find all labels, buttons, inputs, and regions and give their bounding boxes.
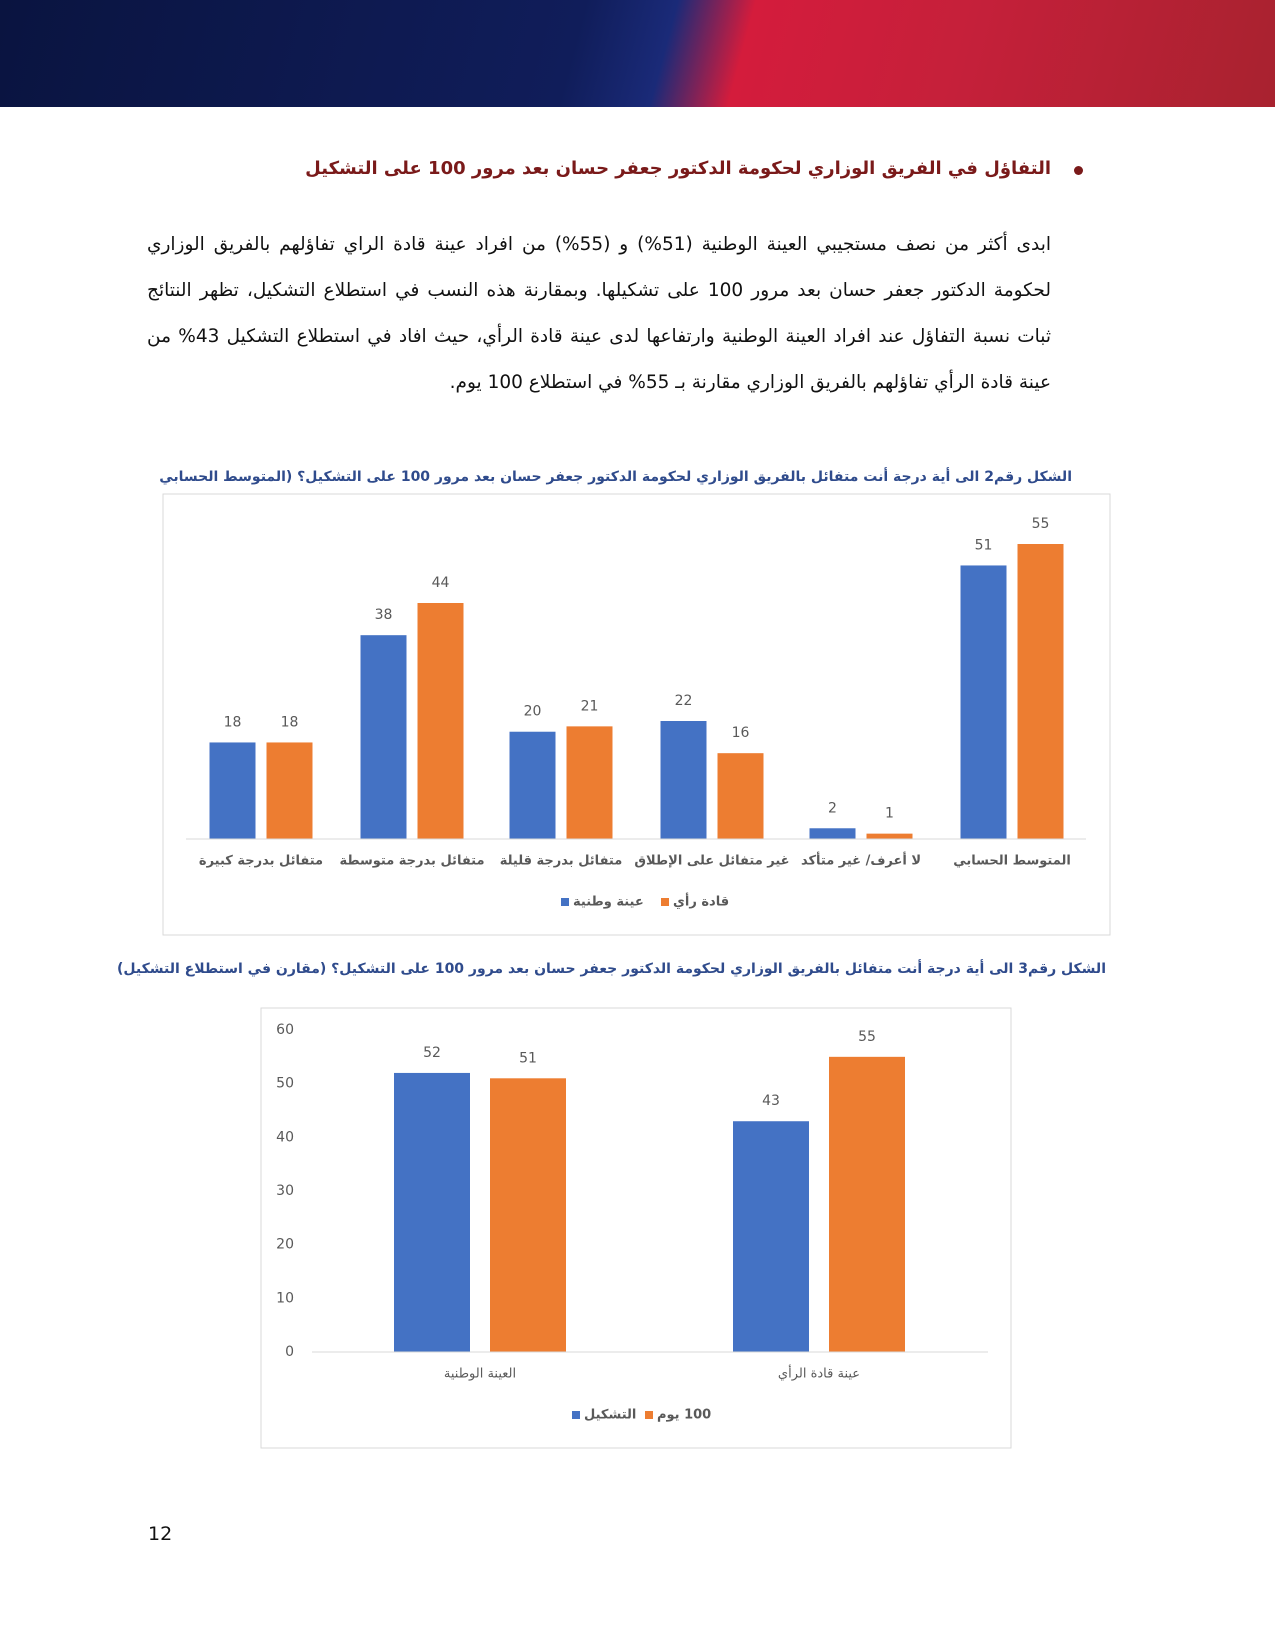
legend-label: التشكيل <box>584 1408 636 1423</box>
x-tick-label: متفائل بدرجة كبيرة <box>199 854 323 869</box>
data-label: 55 <box>1032 516 1050 532</box>
data-label: 51 <box>519 1050 537 1066</box>
section-heading: التفاؤل في الفريق الوزاري لحكومة الدكتور… <box>305 158 1051 179</box>
x-tick-label: العينة الوطنية <box>444 1367 516 1382</box>
y-tick-label: 0 <box>285 1344 294 1360</box>
x-tick-label: لا أعرف/ غير متأكد <box>801 852 921 869</box>
bar <box>490 1078 566 1352</box>
data-label: 51 <box>975 537 993 553</box>
chart-title: الشكل رقم2 الى أية درجة أنت متفائل بالفر… <box>159 467 1072 486</box>
chart-frame <box>162 493 1111 936</box>
data-label: 16 <box>732 725 750 741</box>
data-label: 38 <box>375 607 393 623</box>
bar <box>960 565 1007 839</box>
x-tick-label: متفائل بدرجة قليلة <box>500 854 623 869</box>
data-label: 2 <box>828 800 837 816</box>
bar <box>266 742 313 839</box>
bar <box>417 603 464 839</box>
paragraph: ابدى أكثر من نصف مستجيبي العينة الوطنية … <box>147 234 1052 393</box>
data-label: 18 <box>224 714 242 730</box>
x-tick-label: متفائل بدرجة متوسطة <box>339 854 484 869</box>
legend-label: عينة وطنية <box>573 895 644 910</box>
data-label: 22 <box>675 693 693 709</box>
data-label: 43 <box>762 1093 780 1109</box>
y-tick-label: 10 <box>276 1290 294 1306</box>
legend-swatch <box>572 1411 580 1419</box>
data-label: 55 <box>858 1029 876 1045</box>
chart-title: الشكل رقم3 الى أية درجة أنت متفائل بالفر… <box>117 959 1106 978</box>
bar <box>566 726 613 839</box>
bar <box>829 1056 905 1352</box>
header-banner <box>0 0 1275 107</box>
y-tick-label: 60 <box>276 1022 294 1038</box>
x-tick-label: المتوسط الحسابي <box>953 854 1071 869</box>
x-tick-label: عينة قادة الرأي <box>778 1365 860 1382</box>
y-tick-label: 40 <box>276 1129 294 1145</box>
page-number: 12 <box>148 1523 173 1545</box>
legend-swatch <box>645 1411 653 1419</box>
x-tick-label: غير متفائل على الإطلاق <box>634 854 789 869</box>
bar <box>660 721 707 839</box>
y-tick-label: 50 <box>276 1076 294 1092</box>
bar <box>1017 544 1064 839</box>
bar <box>866 833 913 839</box>
y-tick-label: 20 <box>276 1237 294 1253</box>
bar <box>394 1072 470 1352</box>
bar <box>360 635 407 839</box>
data-label: 44 <box>432 575 450 591</box>
bar <box>209 742 256 839</box>
legend-label: قادة رأي <box>673 893 729 910</box>
data-label: 1 <box>885 806 894 822</box>
legend-swatch <box>561 898 569 906</box>
bar <box>733 1121 809 1352</box>
bar <box>809 828 856 839</box>
chart-frame <box>260 1007 1012 1449</box>
data-label: 52 <box>423 1045 441 1061</box>
legend-swatch <box>661 898 669 906</box>
bar <box>509 731 556 839</box>
data-label: 20 <box>524 704 542 720</box>
bar <box>717 753 764 839</box>
data-label: 18 <box>281 714 299 730</box>
y-tick-label: 30 <box>276 1183 294 1199</box>
bullet <box>1074 166 1083 175</box>
legend-label: 100 يوم <box>657 1408 711 1423</box>
data-label: 21 <box>581 698 599 714</box>
